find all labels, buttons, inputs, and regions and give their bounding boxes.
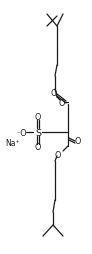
- Text: O: O: [75, 137, 81, 146]
- Text: O: O: [59, 98, 65, 107]
- Text: O: O: [35, 143, 41, 152]
- Text: S: S: [35, 128, 41, 137]
- Text: O: O: [35, 113, 41, 122]
- Text: ⁻O: ⁻O: [17, 128, 27, 137]
- Text: Na⁺: Na⁺: [6, 138, 20, 147]
- Text: O: O: [51, 89, 57, 98]
- Text: O: O: [55, 150, 61, 159]
